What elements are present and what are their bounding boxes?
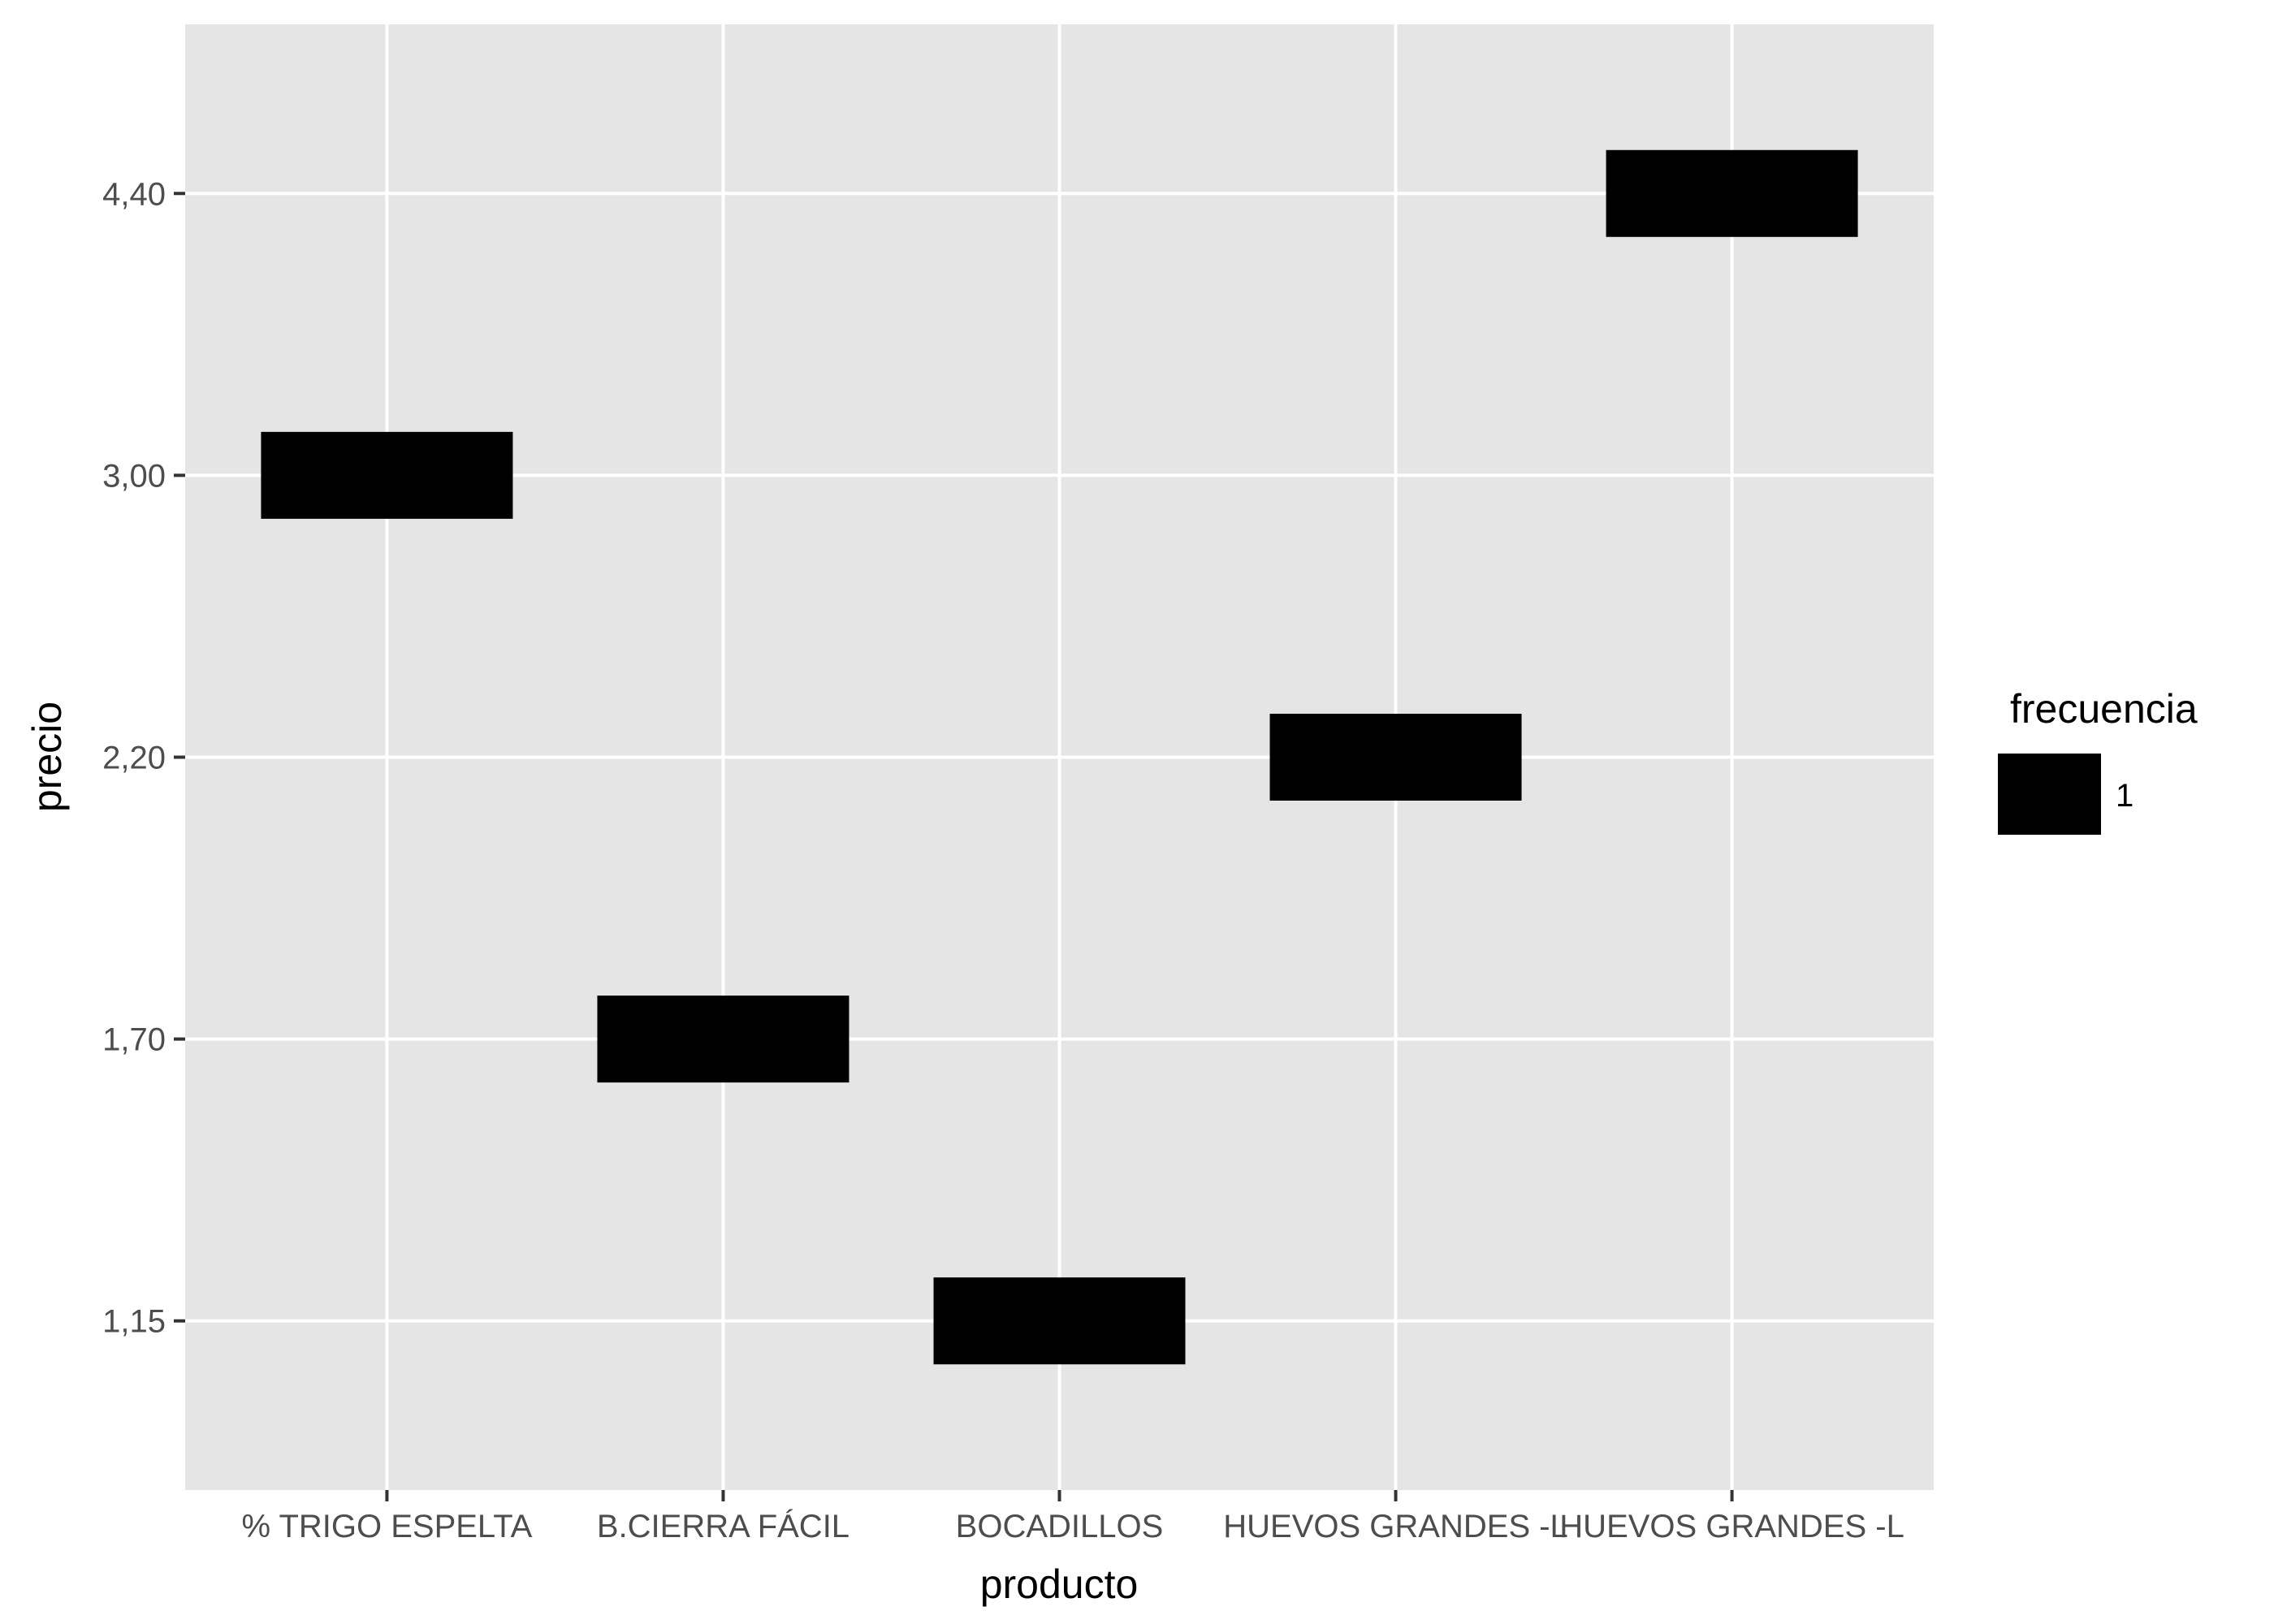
x-tick-label: B.CIERRA FÁCIL (597, 1508, 850, 1544)
legend-label: 1 (2116, 778, 2133, 814)
x-tick-label: % TRIGO ESPELTA (241, 1509, 532, 1544)
y-tick-label: 4,40 (102, 176, 166, 212)
data-tile (1269, 714, 1522, 801)
x-tick-label: HUEVOS GRANDES -L (1559, 1509, 1904, 1544)
y-tick-label: 3,00 (102, 458, 166, 494)
x-tick-label: BOCADILLOS (956, 1509, 1164, 1544)
data-tile (261, 431, 513, 519)
x-tick-label: HUEVOS GRANDES -L (1223, 1509, 1568, 1544)
data-tile (597, 996, 850, 1083)
y-tick-label: 1,70 (102, 1022, 166, 1058)
y-tick-label: 1,15 (102, 1304, 166, 1340)
y-axis: 1,15 1,70 2,20 3,00 4,40 (102, 176, 185, 1340)
legend: frecuencia 1 (1998, 686, 2198, 835)
legend-title: frecuencia (2010, 686, 2198, 732)
data-tile (1606, 149, 1858, 237)
y-axis-title: precio (24, 702, 70, 812)
x-axis: % TRIGO ESPELTA B.CIERRA FÁCIL BOCADILLOS H… (241, 1490, 1904, 1544)
data-tiles (261, 149, 1858, 1365)
y-tick-label: 2,20 (102, 741, 166, 776)
x-axis-title: producto (980, 1561, 1139, 1607)
legend-key (1998, 754, 2101, 835)
data-tile (933, 1277, 1186, 1365)
